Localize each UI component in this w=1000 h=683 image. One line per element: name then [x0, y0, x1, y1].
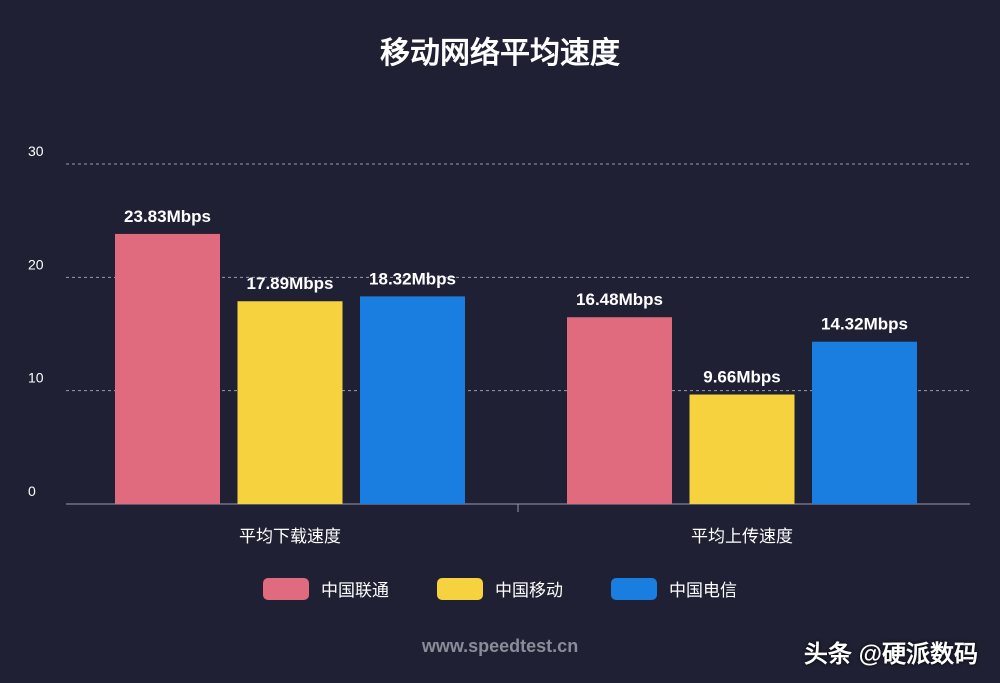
legend: 中国联通 中国移动 中国电信	[0, 576, 1000, 601]
y-tick-label: 20	[28, 256, 44, 272]
y-tick-label: 0	[28, 483, 36, 499]
y-tick-label: 10	[28, 370, 44, 386]
legend-label: 中国电信	[669, 581, 737, 600]
source-text: www.speedtest.cn	[421, 636, 579, 656]
data-label: 18.32Mbps	[369, 269, 456, 288]
x-tick-label: 平均上传速度	[691, 527, 793, 546]
x-tick-label: 平均下载速度	[239, 527, 341, 546]
legend-swatch	[263, 577, 309, 600]
bar	[237, 301, 343, 504]
bar	[689, 394, 795, 504]
bar	[360, 296, 465, 504]
bar	[567, 317, 672, 504]
legend-item[interactable]: 中国移动	[437, 576, 563, 601]
data-label: 17.89Mbps	[247, 274, 334, 293]
data-label: 14.32Mbps	[821, 315, 908, 334]
legend-item[interactable]: 中国电信	[611, 576, 737, 601]
watermark: 头条 @硬派数码	[803, 641, 978, 668]
legend-swatch	[611, 577, 657, 600]
y-tick-label: 30	[28, 143, 44, 159]
legend-swatch	[437, 577, 483, 600]
data-label: 23.83Mbps	[124, 207, 211, 226]
legend-label: 中国移动	[495, 581, 563, 600]
chart-title: 移动网络平均速度	[380, 37, 620, 70]
data-label: 16.48Mbps	[576, 290, 663, 309]
data-label: 9.66Mbps	[703, 368, 780, 387]
bar	[115, 233, 220, 504]
bar	[812, 341, 917, 504]
legend-label: 中国联通	[321, 581, 389, 600]
legend-item[interactable]: 中国联通	[263, 576, 389, 601]
